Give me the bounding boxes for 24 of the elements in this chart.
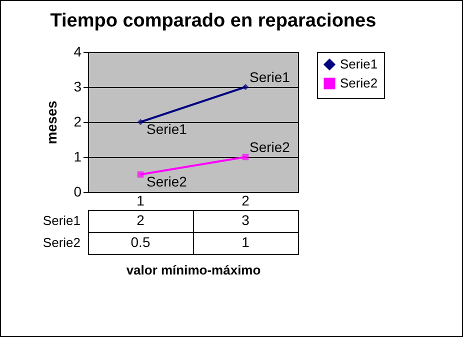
data-label: 0.5 [130, 234, 150, 250]
y-tick-label: 1 [74, 148, 82, 164]
text: Serie2 [146, 174, 187, 190]
y-axis-title: meses [44, 100, 60, 144]
text: Serie1 [250, 69, 290, 85]
data-label: 3 [242, 212, 250, 228]
y-tick-label: 3 [74, 78, 82, 94]
y-tick-label: 4 [74, 44, 82, 60]
legend-label: Serie2 [340, 76, 378, 90]
text: Serie1 [146, 121, 187, 137]
text: Serie2 [250, 139, 290, 155]
point [137, 118, 144, 126]
x-axis-title: valor mínimo-máximo [126, 262, 261, 278]
point [137, 171, 144, 178]
text: Serie1 [42, 213, 80, 228]
point [242, 154, 249, 160]
y-tick-label: 0 [74, 184, 82, 200]
chart-title: Tiempo comparado en reparaciones [50, 10, 376, 32]
point [242, 84, 249, 90]
text: Serie2 [42, 235, 80, 250]
data-label: 1 [242, 234, 250, 250]
data-label: 2 [136, 212, 145, 228]
y-tick-label: 2 [74, 114, 82, 130]
legend-label: Serie1 [340, 56, 378, 72]
